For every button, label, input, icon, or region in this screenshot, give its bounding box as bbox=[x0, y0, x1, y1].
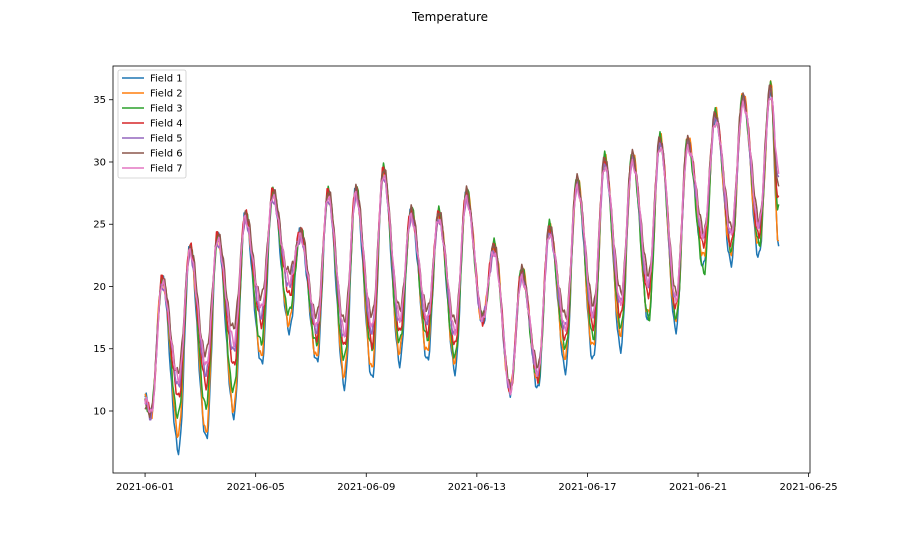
y-tick-label: 35 bbox=[93, 95, 106, 106]
y-tick-label: 30 bbox=[93, 157, 106, 168]
x-axis: 2021-06-01 2021-06-05 2021-06-09 2021-06-13… bbox=[116, 473, 838, 493]
chart-title: Temperature bbox=[411, 10, 488, 24]
y-tick-label: 20 bbox=[93, 282, 106, 293]
legend-label: Field 3 bbox=[150, 104, 183, 115]
y-tick-label: 10 bbox=[93, 406, 106, 417]
series-layer bbox=[144, 80, 780, 456]
x-tick-label: 2021-06-13 bbox=[448, 482, 506, 493]
series-line-field-7 bbox=[144, 96, 780, 414]
x-tick-label: 2021-06-17 bbox=[558, 482, 616, 493]
x-tick-label: 2021-06-21 bbox=[669, 482, 727, 493]
legend-label: Field 5 bbox=[150, 134, 183, 145]
legend: Field 1 Field 2 Field 3 Field 4 Field 5 Field… bbox=[117, 69, 187, 179]
legend-label: Field 2 bbox=[150, 89, 183, 100]
legend-label: Field 1 bbox=[150, 74, 183, 85]
plot-frame bbox=[112, 65, 811, 474]
legend-box bbox=[117, 69, 187, 179]
legend-label: Field 6 bbox=[150, 149, 183, 160]
x-tick-label: 2021-06-01 bbox=[116, 482, 174, 493]
legend-label: Field 7 bbox=[150, 164, 183, 175]
x-tick-label: 2021-06-05 bbox=[227, 482, 285, 493]
legend-label: Field 4 bbox=[150, 119, 183, 130]
y-tick-label: 25 bbox=[93, 220, 106, 231]
x-tick-label: 2021-06-25 bbox=[780, 482, 838, 493]
x-tick-label: 2021-06-09 bbox=[337, 482, 395, 493]
y-axis: 10 15 20 25 30 35 bbox=[93, 95, 113, 417]
y-tick-label: 15 bbox=[93, 344, 106, 355]
